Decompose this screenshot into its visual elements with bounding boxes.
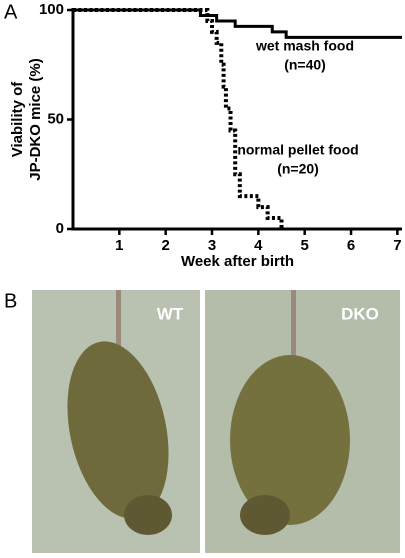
series-label: normal pellet food bbox=[237, 142, 358, 158]
mouse bbox=[67, 341, 169, 519]
x-tick-label: 7 bbox=[393, 237, 401, 254]
x-axis-label: Week after birth bbox=[181, 253, 294, 270]
photo-wt: WT bbox=[32, 290, 200, 553]
survival-curve bbox=[73, 8, 402, 39]
y-axis-label: Viability of bbox=[9, 81, 26, 158]
x-tick-label: 1 bbox=[115, 237, 123, 254]
series-sublabel: (n=20) bbox=[277, 161, 319, 177]
y-tick-label: 50 bbox=[47, 110, 64, 127]
mouse-head bbox=[240, 495, 290, 535]
x-tick-label: 3 bbox=[208, 237, 216, 254]
x-tick-label: 4 bbox=[254, 237, 263, 254]
tail bbox=[291, 290, 296, 370]
y-axis-label: JP-DKO mice (%) bbox=[27, 58, 44, 181]
mouse-head bbox=[124, 495, 172, 535]
x-tick-label: 5 bbox=[301, 237, 309, 254]
series-sublabel: (n=40) bbox=[284, 57, 326, 73]
panel-label: B bbox=[4, 290, 17, 312]
photo-dko: DKO bbox=[205, 290, 400, 553]
photo-label: WT bbox=[157, 304, 184, 323]
panel-label: A bbox=[4, 1, 18, 23]
photo-label: DKO bbox=[341, 304, 379, 323]
mouse bbox=[230, 355, 350, 525]
y-tick-label: 0 bbox=[56, 220, 64, 237]
tail bbox=[116, 290, 121, 370]
y-tick-label: 100 bbox=[39, 1, 64, 18]
x-tick-label: 6 bbox=[347, 237, 355, 254]
x-tick-label: 2 bbox=[162, 237, 170, 254]
survival-curve bbox=[73, 8, 284, 229]
series-label: wet mash food bbox=[255, 38, 354, 54]
